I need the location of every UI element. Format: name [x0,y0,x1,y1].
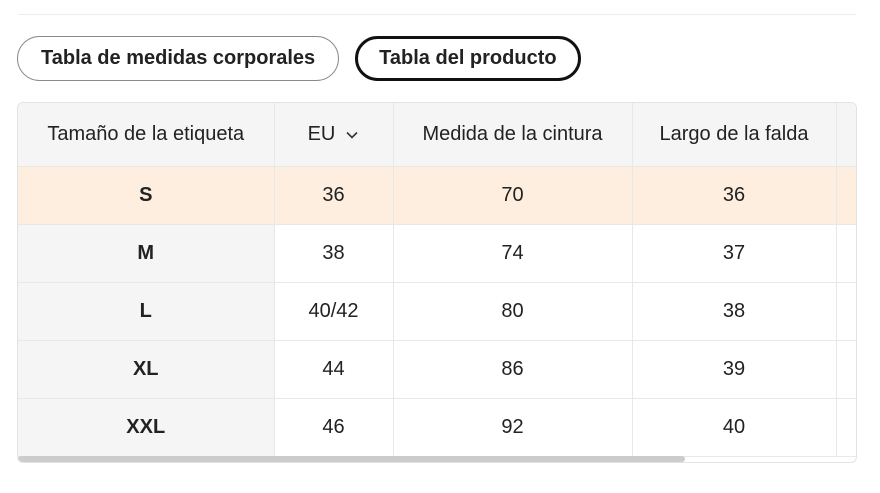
overflow-cell [836,166,856,225]
eu-cell: 36 [274,166,394,225]
unit-select[interactable]: EU [308,123,360,146]
scrollbar-thumb[interactable] [18,456,685,462]
overflow-cell [836,398,856,457]
table-header-row: Tamaño de la etiqueta EU Medida de la ci… [18,103,856,167]
chevron-down-icon [346,131,358,139]
length-cell: 37 [632,224,837,283]
size-table-container[interactable]: Tamaño de la etiqueta EU Medida de la ci… [17,102,857,463]
table-row[interactable]: L 40/42 80 38 [18,282,856,341]
waist-cell: 80 [393,282,633,341]
header-overflow-column [836,103,856,167]
size-cell: M [18,224,275,283]
table-row[interactable]: M 38 74 37 [18,224,856,283]
eu-cell: 38 [274,224,394,283]
size-cell: L [18,282,275,341]
waist-cell: 86 [393,340,633,399]
header-skirt-length: Largo de la falda [632,103,837,167]
horizontal-scrollbar[interactable] [18,456,856,462]
chart-tabs: Tabla de medidas corporales Tabla del pr… [17,36,581,81]
length-cell: 36 [632,166,837,225]
size-table: Tamaño de la etiqueta EU Medida de la ci… [18,103,856,457]
table-row[interactable]: XXL 46 92 40 [18,398,856,457]
tab-product-chart[interactable]: Tabla del producto [355,36,581,81]
eu-cell: 44 [274,340,394,399]
size-cell: XXL [18,398,275,457]
waist-cell: 70 [393,166,633,225]
table-row[interactable]: XL 44 86 39 [18,340,856,399]
overflow-cell [836,340,856,399]
overflow-cell [836,282,856,341]
header-unit[interactable]: EU [274,103,394,167]
length-cell: 39 [632,340,837,399]
length-cell: 38 [632,282,837,341]
eu-cell: 40/42 [274,282,394,341]
tab-body-measurements[interactable]: Tabla de medidas corporales [17,36,340,81]
size-cell: S [18,166,275,225]
unit-select-value: EU [307,123,336,145]
top-divider [18,14,856,15]
length-cell: 40 [632,398,837,457]
table-row[interactable]: S 36 70 36 [18,166,856,225]
header-size-label: Tamaño de la etiqueta [18,103,275,167]
size-cell: XL [18,340,275,399]
waist-cell: 92 [393,398,633,457]
header-waist: Medida de la cintura [393,103,633,167]
eu-cell: 46 [274,398,394,457]
overflow-cell [836,224,856,283]
waist-cell: 74 [393,224,633,283]
